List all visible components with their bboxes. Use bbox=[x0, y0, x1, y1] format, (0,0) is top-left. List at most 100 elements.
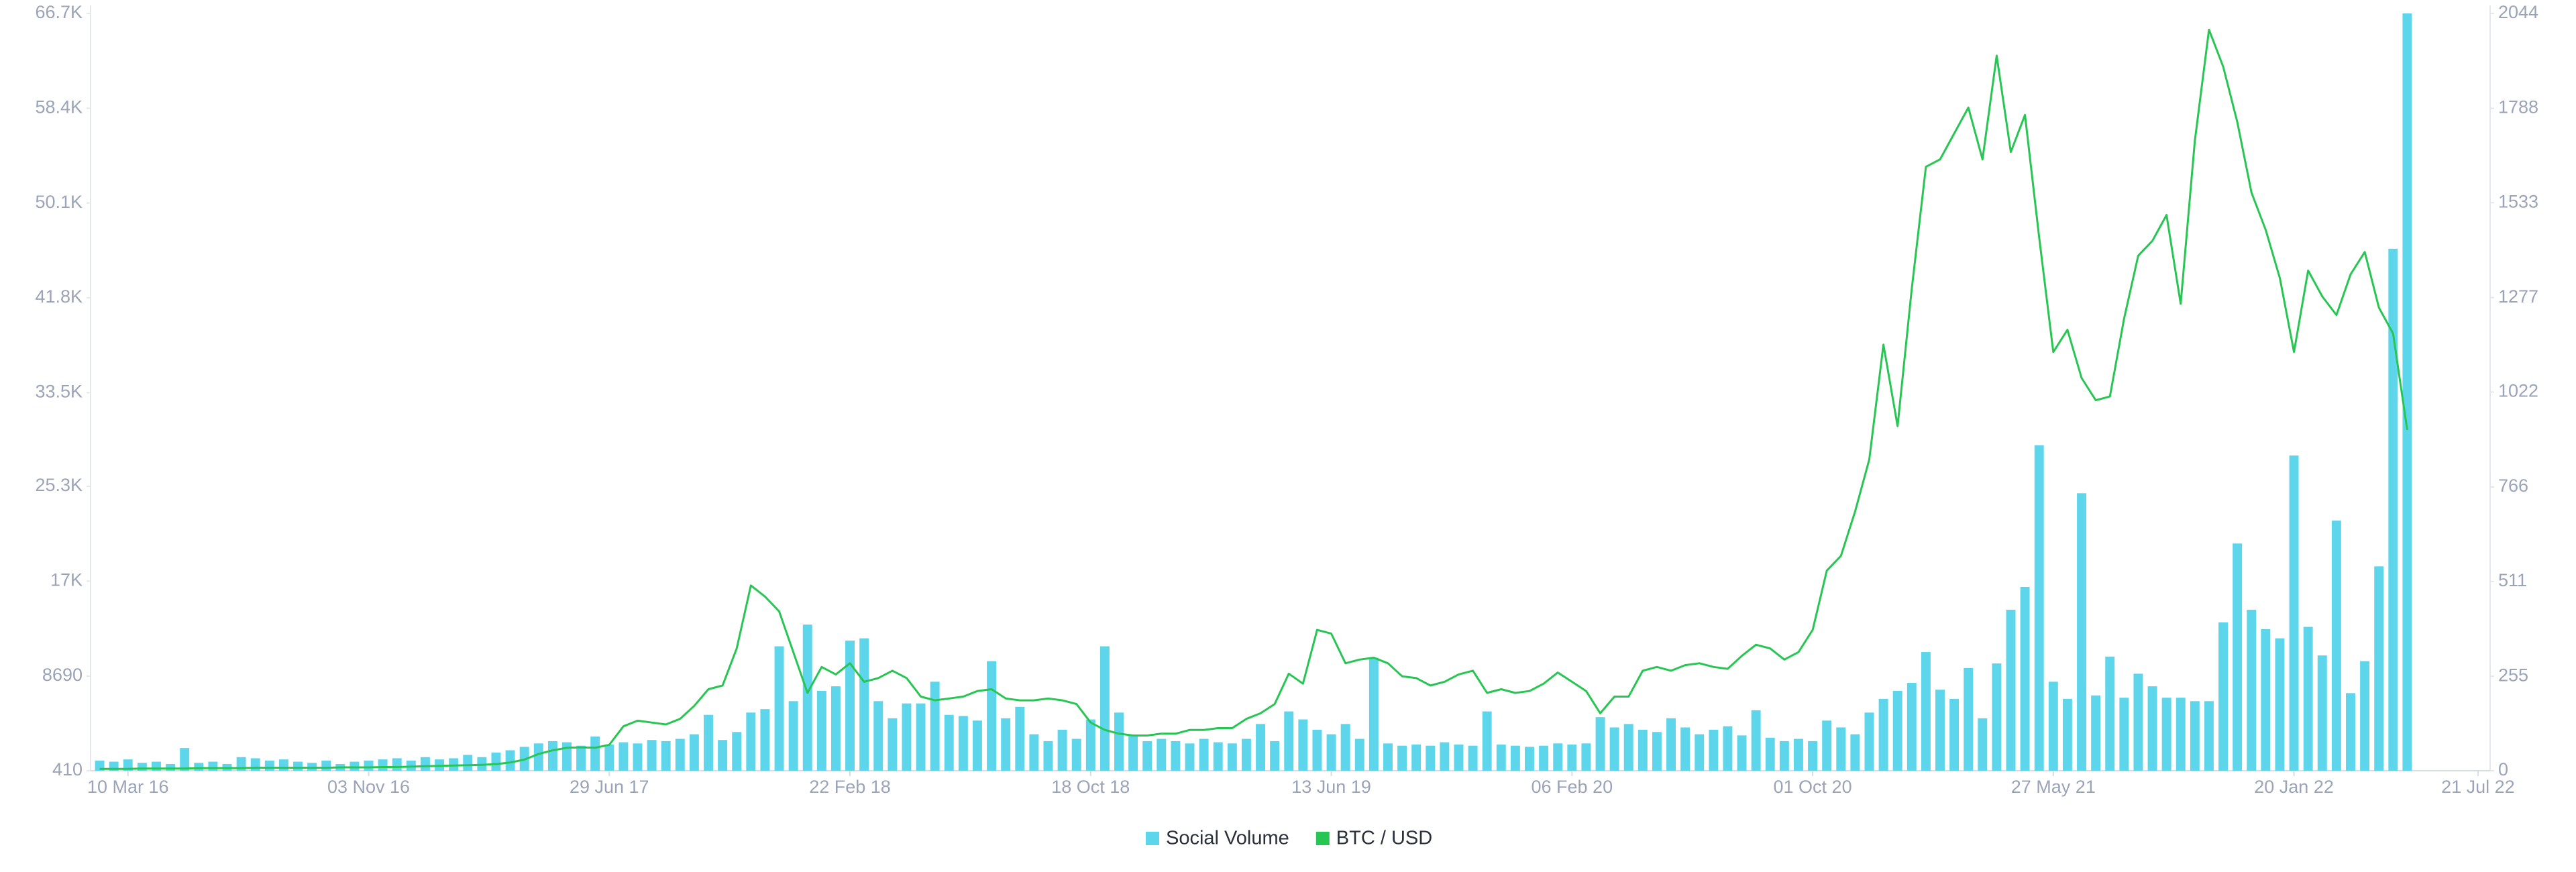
bar bbox=[2247, 610, 2257, 771]
bar bbox=[1128, 735, 1138, 771]
bar bbox=[491, 752, 501, 771]
bar bbox=[1468, 745, 1478, 771]
bar bbox=[378, 759, 388, 771]
bar bbox=[321, 760, 331, 771]
x-tick-label: 20 Jan 22 bbox=[2254, 777, 2334, 797]
x-tick-label: 22 Feb 18 bbox=[809, 777, 891, 797]
bar bbox=[888, 718, 898, 771]
bar bbox=[1581, 743, 1591, 771]
bar bbox=[364, 760, 374, 771]
bar bbox=[1609, 727, 1619, 771]
bar bbox=[689, 734, 699, 771]
bar bbox=[1864, 712, 1874, 771]
legend-swatch bbox=[1316, 832, 1330, 845]
bar bbox=[1723, 726, 1733, 771]
bar bbox=[859, 638, 869, 771]
bar bbox=[2360, 661, 2370, 771]
bar bbox=[1992, 663, 2002, 771]
bar bbox=[2374, 566, 2384, 771]
bar bbox=[1157, 739, 1167, 771]
y-tick-label: 41.8K bbox=[35, 286, 83, 307]
y2-tick-label: 766 bbox=[2498, 476, 2528, 496]
bar bbox=[704, 714, 713, 771]
bar bbox=[137, 763, 147, 771]
y-tick-label: 33.5K bbox=[35, 382, 83, 402]
bar bbox=[449, 758, 459, 771]
bar bbox=[2331, 521, 2341, 771]
x-tick-label: 29 Jun 17 bbox=[570, 777, 649, 797]
bar bbox=[987, 661, 997, 771]
y2-tick-label: 1022 bbox=[2498, 381, 2538, 401]
y-tick-label: 25.3K bbox=[35, 475, 83, 495]
bar bbox=[2091, 695, 2101, 771]
bar bbox=[774, 646, 784, 771]
bar bbox=[2388, 248, 2398, 771]
bar bbox=[1496, 744, 1506, 771]
bar bbox=[1057, 729, 1067, 771]
bar bbox=[2176, 698, 2186, 771]
bar bbox=[1270, 741, 1280, 771]
bar bbox=[1185, 743, 1195, 771]
bar bbox=[1949, 698, 1960, 771]
bar bbox=[1878, 698, 1888, 771]
bar bbox=[2048, 682, 2058, 771]
bar bbox=[590, 737, 600, 771]
bar bbox=[604, 744, 614, 771]
bar bbox=[2218, 622, 2229, 771]
bar bbox=[2303, 626, 2313, 771]
bar bbox=[1085, 719, 1095, 771]
bar bbox=[180, 748, 190, 771]
bar bbox=[1298, 719, 1308, 771]
bar bbox=[1850, 734, 1860, 771]
bar bbox=[788, 701, 798, 771]
legend-label: Social Volume bbox=[1166, 828, 1289, 849]
bar bbox=[1935, 690, 1945, 771]
bar bbox=[1978, 718, 1988, 771]
bar bbox=[1709, 729, 1719, 771]
bar bbox=[1751, 710, 1761, 771]
bar bbox=[1199, 739, 1209, 771]
y-tick-label: 58.4K bbox=[35, 97, 83, 117]
x-tick-label: 18 Oct 18 bbox=[1051, 777, 1130, 797]
bar bbox=[1666, 718, 1676, 771]
bar bbox=[2105, 656, 2115, 771]
y-tick-label: 410 bbox=[52, 759, 83, 779]
bar bbox=[958, 716, 968, 771]
bar bbox=[2261, 629, 2271, 771]
y2-tick-label: 255 bbox=[2498, 665, 2528, 685]
bar bbox=[2006, 610, 2016, 771]
bar bbox=[1553, 743, 1563, 771]
bar bbox=[166, 763, 176, 771]
y2-tick-label: 511 bbox=[2498, 570, 2527, 590]
legend-swatch bbox=[1146, 832, 1159, 845]
bar bbox=[1808, 741, 1818, 771]
bar bbox=[420, 757, 430, 771]
y2-tick-label: 2044 bbox=[2498, 2, 2538, 22]
x-tick-label: 21 Jul 22 bbox=[2441, 777, 2515, 797]
x-tick-label: 03 Nov 16 bbox=[327, 777, 410, 797]
bar bbox=[732, 732, 742, 771]
bar bbox=[760, 709, 770, 771]
bar bbox=[2133, 673, 2143, 771]
y-tick-label: 8690 bbox=[42, 665, 83, 685]
bar bbox=[208, 761, 218, 771]
bar bbox=[1454, 744, 1464, 771]
bar bbox=[1680, 727, 1690, 771]
bar bbox=[2034, 445, 2044, 771]
bar bbox=[973, 720, 982, 771]
bar bbox=[1312, 729, 1322, 771]
y-tick-label: 66.7K bbox=[35, 2, 83, 22]
bar bbox=[2204, 701, 2214, 771]
bar bbox=[1015, 706, 1025, 771]
bar bbox=[2289, 455, 2299, 771]
bar bbox=[1595, 717, 1605, 771]
bar bbox=[278, 759, 288, 771]
x-tick-label: 01 Oct 20 bbox=[1774, 777, 1852, 797]
bar bbox=[2077, 493, 2086, 771]
bar bbox=[1765, 737, 1775, 771]
bar bbox=[2275, 638, 2285, 771]
bar bbox=[2020, 586, 2030, 771]
legend-label: BTC / USD bbox=[1336, 828, 1432, 849]
bar bbox=[264, 760, 274, 771]
bar bbox=[1440, 742, 1450, 771]
